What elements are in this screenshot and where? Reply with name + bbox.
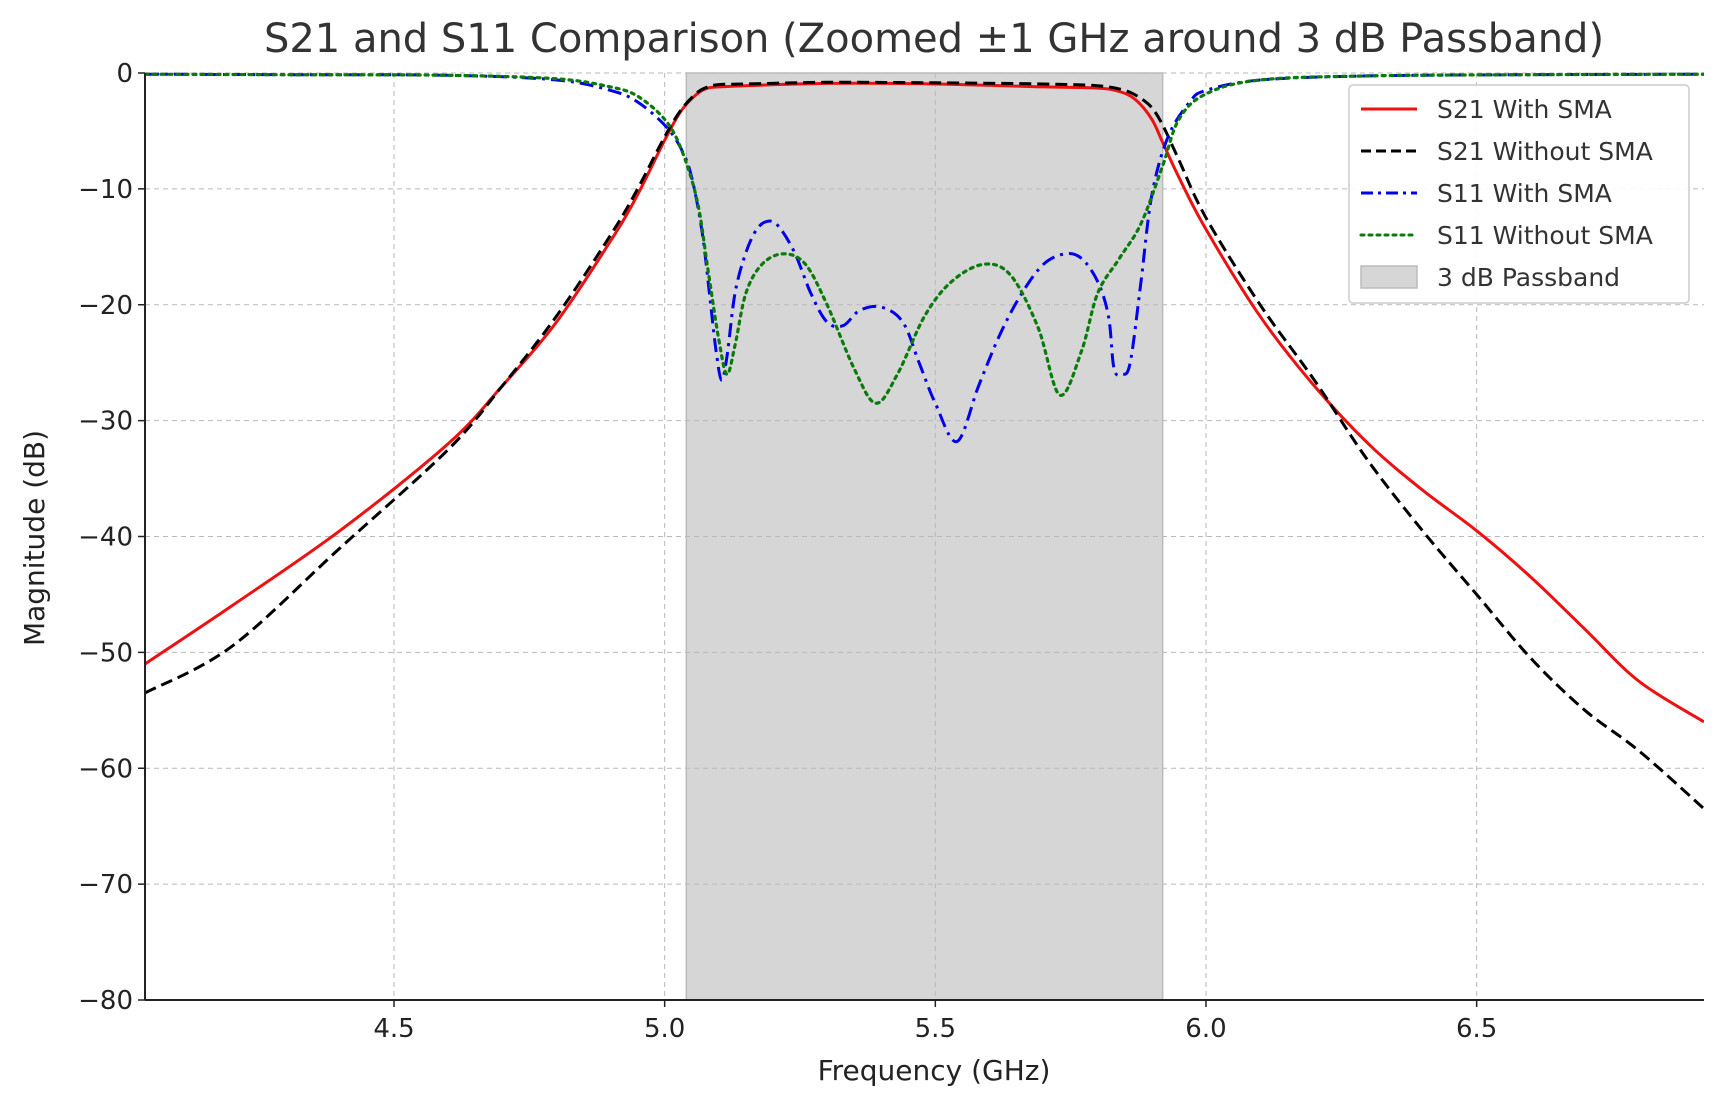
- series-line-s11-without-sma: [145, 72, 1704, 405]
- y-tick-label: −30: [78, 407, 133, 437]
- y-tick-label: −50: [78, 638, 133, 668]
- x-tick-label: 4.5: [373, 1014, 414, 1044]
- legend-label: S21 Without SMA: [1437, 137, 1653, 166]
- legend-label: S11 With SMA: [1437, 179, 1612, 208]
- y-tick-label: −60: [78, 754, 133, 784]
- chart-title: S21 and S11 Comparison (Zoomed ±1 GHz ar…: [264, 16, 1604, 62]
- legend-box: [1348, 84, 1690, 304]
- y-tick-label: −10: [78, 175, 133, 205]
- series-line-s21-without-sma: [145, 80, 1704, 810]
- x-tick-label: 6.5: [1456, 1014, 1497, 1044]
- series-line-s11-with-sma: [145, 72, 1704, 444]
- legend-label: 3 dB Passband: [1437, 263, 1620, 292]
- legend-swatch-passband: [1360, 265, 1418, 289]
- series-line-s21-with-sma: [145, 81, 1704, 724]
- x-tick-label: 5.0: [644, 1014, 685, 1044]
- y-tick-label: −20: [78, 291, 133, 321]
- x-tick-label: 6.0: [1185, 1014, 1226, 1044]
- y-tick-label: −80: [78, 986, 133, 1016]
- legend-label: S11 Without SMA: [1437, 221, 1653, 250]
- x-axis-title: Frequency (GHz): [818, 1054, 1051, 1087]
- x-tick-label: 5.5: [915, 1014, 956, 1044]
- y-tick-label: 0: [116, 59, 133, 89]
- plot-area: 4.5 5.0 5.5 6.0 6.5 0 −10 −20 −30 −40 −50 −60 −70 −80: [78, 59, 1704, 1044]
- legend-label: S21 With SMA: [1437, 95, 1612, 124]
- legend: S21 With SMA S21 Without SMA S11 With SMA S…: [1348, 84, 1690, 304]
- y-axis-title: Magnitude (dB): [18, 430, 51, 646]
- y-tick-label: −40: [78, 523, 133, 553]
- y-tick-label: −70: [78, 870, 133, 900]
